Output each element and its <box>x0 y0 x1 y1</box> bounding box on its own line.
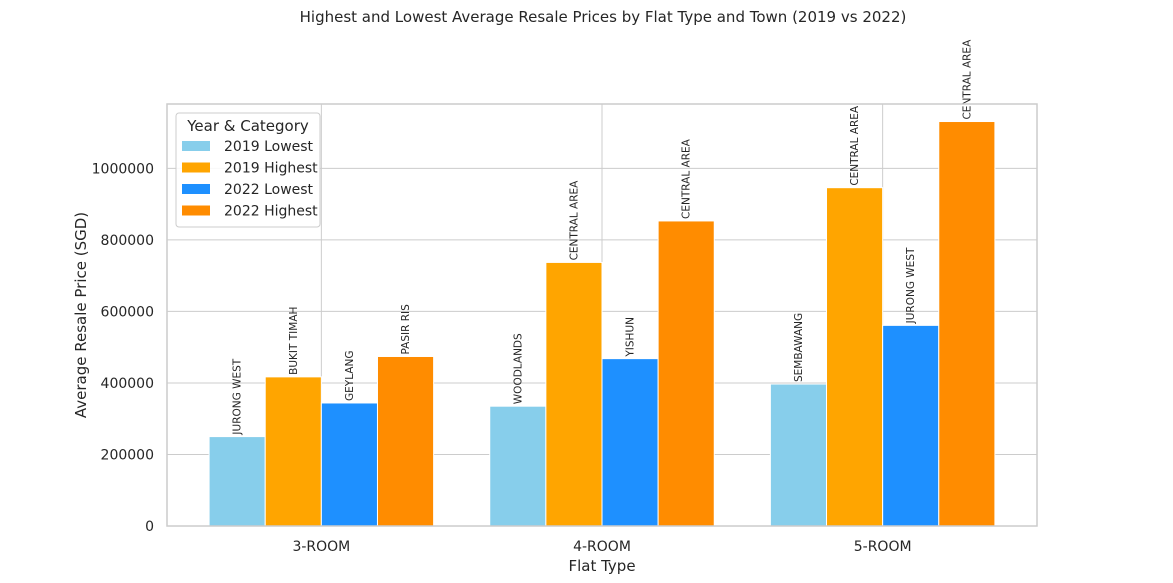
legend-swatch <box>182 162 210 173</box>
bar-label: WOODLANDS <box>512 333 524 404</box>
legend-title: Year & Category <box>186 117 309 135</box>
bar-label: JURONG WEST <box>232 358 244 435</box>
bar <box>938 121 996 527</box>
y-tick-label: 0 <box>145 519 154 535</box>
x-axis-label: Flat Type <box>568 557 635 575</box>
x-tick-label: 4-ROOM <box>573 539 631 555</box>
y-tick-label: 1000000 <box>92 161 154 177</box>
bar-label: JURONG WEST <box>905 247 917 324</box>
legend-swatch <box>182 205 210 216</box>
y-tick-label: 400000 <box>101 376 154 392</box>
bar-label: SEMBAWANG <box>793 313 805 382</box>
bar-label: YISHUN <box>625 317 637 358</box>
bar <box>320 402 378 527</box>
bar-label: CENTRAL AREA <box>568 180 580 261</box>
bar-label: CENTRAL AREA <box>681 138 693 219</box>
bar <box>601 358 659 527</box>
bar <box>882 324 940 527</box>
legend-swatch <box>182 184 210 194</box>
x-tick-label: 5-ROOM <box>854 539 912 555</box>
bar-label: GEYLANG <box>344 351 356 401</box>
legend-label: 2022 Highest <box>224 204 318 220</box>
chart-title: Highest and Lowest Average Resale Prices… <box>300 8 907 26</box>
legend-label: 2019 Lowest <box>224 139 314 155</box>
bar-label: CENTRAL AREA <box>961 39 973 120</box>
y-axis-label: Average Resale Price (SGD) <box>72 212 90 418</box>
legend-label: 2019 Highest <box>224 161 318 177</box>
legend-label: 2022 Lowest <box>224 182 314 198</box>
plot-area: JURONG WEST WOODLANDS SEMBAWANG BUKIT TIMAH… <box>92 39 1038 555</box>
legend: Year & Category 2019 Lowest 2019 Highest 20… <box>175 112 321 228</box>
bar-label: CENTRAL AREA <box>849 105 861 186</box>
bar <box>657 220 715 527</box>
bar <box>208 436 266 527</box>
y-tick-label: 200000 <box>101 447 154 463</box>
y-tick-label: 800000 <box>101 233 154 249</box>
bar <box>489 405 547 527</box>
bar <box>264 376 322 527</box>
bar-label: BUKIT TIMAH <box>288 307 300 375</box>
legend-swatch <box>182 141 210 151</box>
x-tick-label: 3-ROOM <box>292 539 350 555</box>
bar <box>769 383 828 527</box>
y-tick-label: 600000 <box>101 304 154 320</box>
legend-box <box>175 112 321 228</box>
bar-label: PASIR RIS <box>400 304 412 355</box>
bar <box>545 261 603 527</box>
bar <box>376 355 435 527</box>
plot-border <box>166 103 1038 527</box>
bar <box>826 187 884 527</box>
